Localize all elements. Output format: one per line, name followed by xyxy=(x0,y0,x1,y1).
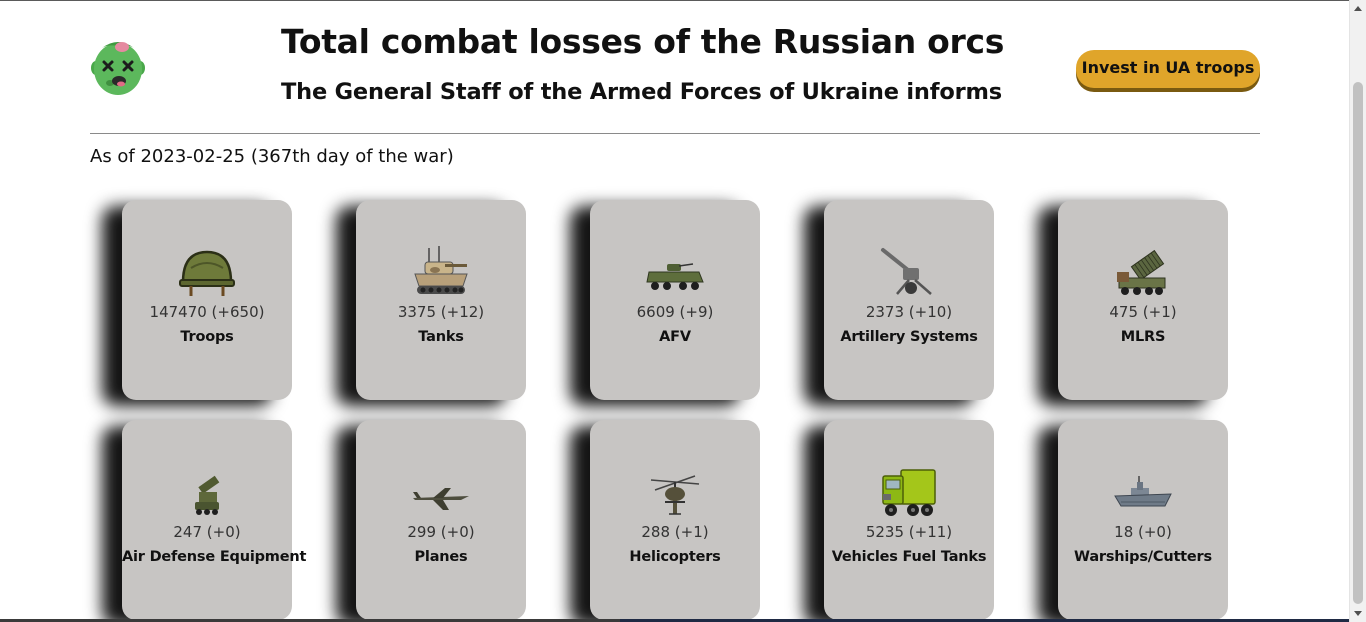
stat-card-tanks: 3375 (+12) Tanks xyxy=(356,200,526,400)
page-title: Total combat losses of the Russian orcs xyxy=(281,22,1005,61)
stat-value: 18 (+0) xyxy=(1114,523,1172,541)
stat-value: 2373 (+10) xyxy=(865,303,953,321)
scrollbar-thumb[interactable] xyxy=(1353,82,1363,604)
warship-icon xyxy=(1114,476,1172,507)
stat-label: Tanks xyxy=(418,329,464,345)
stat-value: 288 (+1) xyxy=(641,523,709,541)
helmet-icon xyxy=(179,250,235,296)
stat-label: Warships/Cutters xyxy=(1074,549,1212,565)
stat-value: 299 (+0) xyxy=(407,523,475,541)
vertical-scrollbar[interactable] xyxy=(1349,0,1366,622)
window-top-border xyxy=(0,0,1366,1)
stat-label: Troops xyxy=(180,329,234,345)
stat-label: Helicopters xyxy=(629,549,721,565)
stat-card-afv: 6609 (+9) AFV xyxy=(590,200,760,400)
invest-button[interactable]: Invest in UA troops xyxy=(1076,50,1260,88)
armored-vehicle-icon xyxy=(646,263,704,290)
stat-card-artillery: 2373 (+10) Artillery Systems xyxy=(824,200,994,400)
stat-label: Air Defense Equipment xyxy=(122,549,307,565)
stat-label: MLRS xyxy=(1120,329,1166,345)
stat-value: 3375 (+12) xyxy=(397,303,485,321)
zombie-head-icon xyxy=(91,42,145,95)
as-of-date: As of 2023-02-25 (367th day of the war) xyxy=(90,146,454,167)
stat-card-mlrs: 475 (+1) MLRS xyxy=(1058,200,1228,400)
stat-label: AFV xyxy=(659,329,691,345)
helicopter-icon xyxy=(650,475,700,515)
plane-icon xyxy=(413,488,469,510)
stat-label: Planes xyxy=(414,549,468,565)
bottom-strip xyxy=(0,619,1349,622)
header-divider xyxy=(90,133,1260,134)
scroll-down-arrow-icon[interactable] xyxy=(1354,611,1362,616)
truck-icon xyxy=(882,469,936,516)
stat-value: 247 (+0) xyxy=(173,523,241,541)
stat-value: 147470 (+650) xyxy=(149,303,265,321)
air-defense-icon xyxy=(195,475,220,515)
tank-icon xyxy=(414,246,468,294)
stat-card-helicopters: 288 (+1) Helicopters xyxy=(590,420,760,620)
stat-card-warships: 18 (+0) Warships/Cutters xyxy=(1058,420,1228,620)
stat-value: 6609 (+9) xyxy=(636,303,714,321)
scroll-up-arrow-icon[interactable] xyxy=(1354,6,1362,11)
stat-card-troops: 147470 (+650) Troops xyxy=(122,200,292,400)
stat-label: Vehicles Fuel Tanks xyxy=(831,549,987,565)
mlrs-icon xyxy=(1117,249,1166,295)
artillery-icon xyxy=(881,248,932,295)
stat-value: 475 (+1) xyxy=(1109,303,1177,321)
page-subtitle: The General Staff of the Armed Forces of… xyxy=(281,79,1002,105)
stat-card-planes: 299 (+0) Planes xyxy=(356,420,526,620)
stat-value: 5235 (+11) xyxy=(865,523,953,541)
stat-label: Artillery Systems xyxy=(840,329,978,345)
stat-card-air-defense: 247 (+0) Air Defense Equipment xyxy=(122,420,307,620)
stat-card-vehicles: 5235 (+11) Vehicles Fuel Tanks xyxy=(824,420,994,620)
